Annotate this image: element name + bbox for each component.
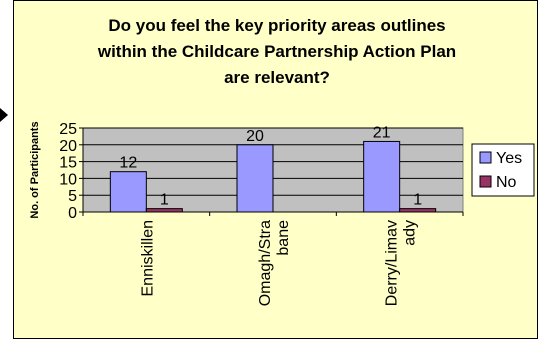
chart-title-line-1: Do you feel the key priority areas outli…: [108, 16, 445, 35]
y-tick-label: 20: [59, 138, 77, 155]
x-tick-label: Enniskillen: [139, 220, 156, 296]
x-tick-label-line: ady: [402, 220, 419, 246]
legend: Yes No: [471, 143, 535, 197]
x-tick-label-line: Enniskillen: [139, 220, 156, 296]
bar-yes: [236, 144, 274, 213]
legend-swatch-no: [479, 175, 492, 188]
data-label: 12: [119, 155, 137, 172]
left-edge-marker-icon: [0, 108, 8, 122]
x-tick-label-line: Derry/Limav: [384, 220, 401, 306]
legend-label-yes: Yes: [496, 150, 522, 167]
legend-label-no: No: [496, 174, 517, 191]
chart-title-line-2: within the Childcare Partnership Action …: [97, 42, 456, 61]
data-label: 1: [160, 192, 169, 209]
y-tick-label: 0: [68, 205, 77, 222]
plot-area: 0510152025121Enniskillen20Omagh/Strabane…: [59, 121, 464, 306]
bar-yes: [109, 171, 147, 213]
y-tick-label: 15: [59, 155, 77, 172]
x-tick-label-line: bane: [275, 220, 292, 256]
bar-no: [145, 208, 183, 213]
chart-title: Do you feel the key priority areas outli…: [97, 16, 456, 87]
chart-title-line-3: are relevant?: [224, 68, 330, 87]
data-label: 21: [373, 124, 391, 141]
data-label: 1: [413, 192, 422, 209]
y-tick-label: 5: [68, 188, 77, 205]
x-tick-label: Derry/Limavady: [384, 220, 419, 306]
y-tick-label: 10: [59, 171, 77, 188]
data-label: 20: [246, 128, 264, 145]
y-axis-label: No. of Participants: [29, 121, 41, 218]
bar-yes: [363, 140, 401, 213]
y-tick-label: 25: [59, 121, 77, 138]
legend-swatch-yes: [479, 151, 492, 164]
x-tick-label-line: Omagh/Stra: [257, 220, 274, 306]
x-tick-label: Omagh/Strabane: [257, 220, 292, 306]
bar-no: [399, 208, 437, 213]
